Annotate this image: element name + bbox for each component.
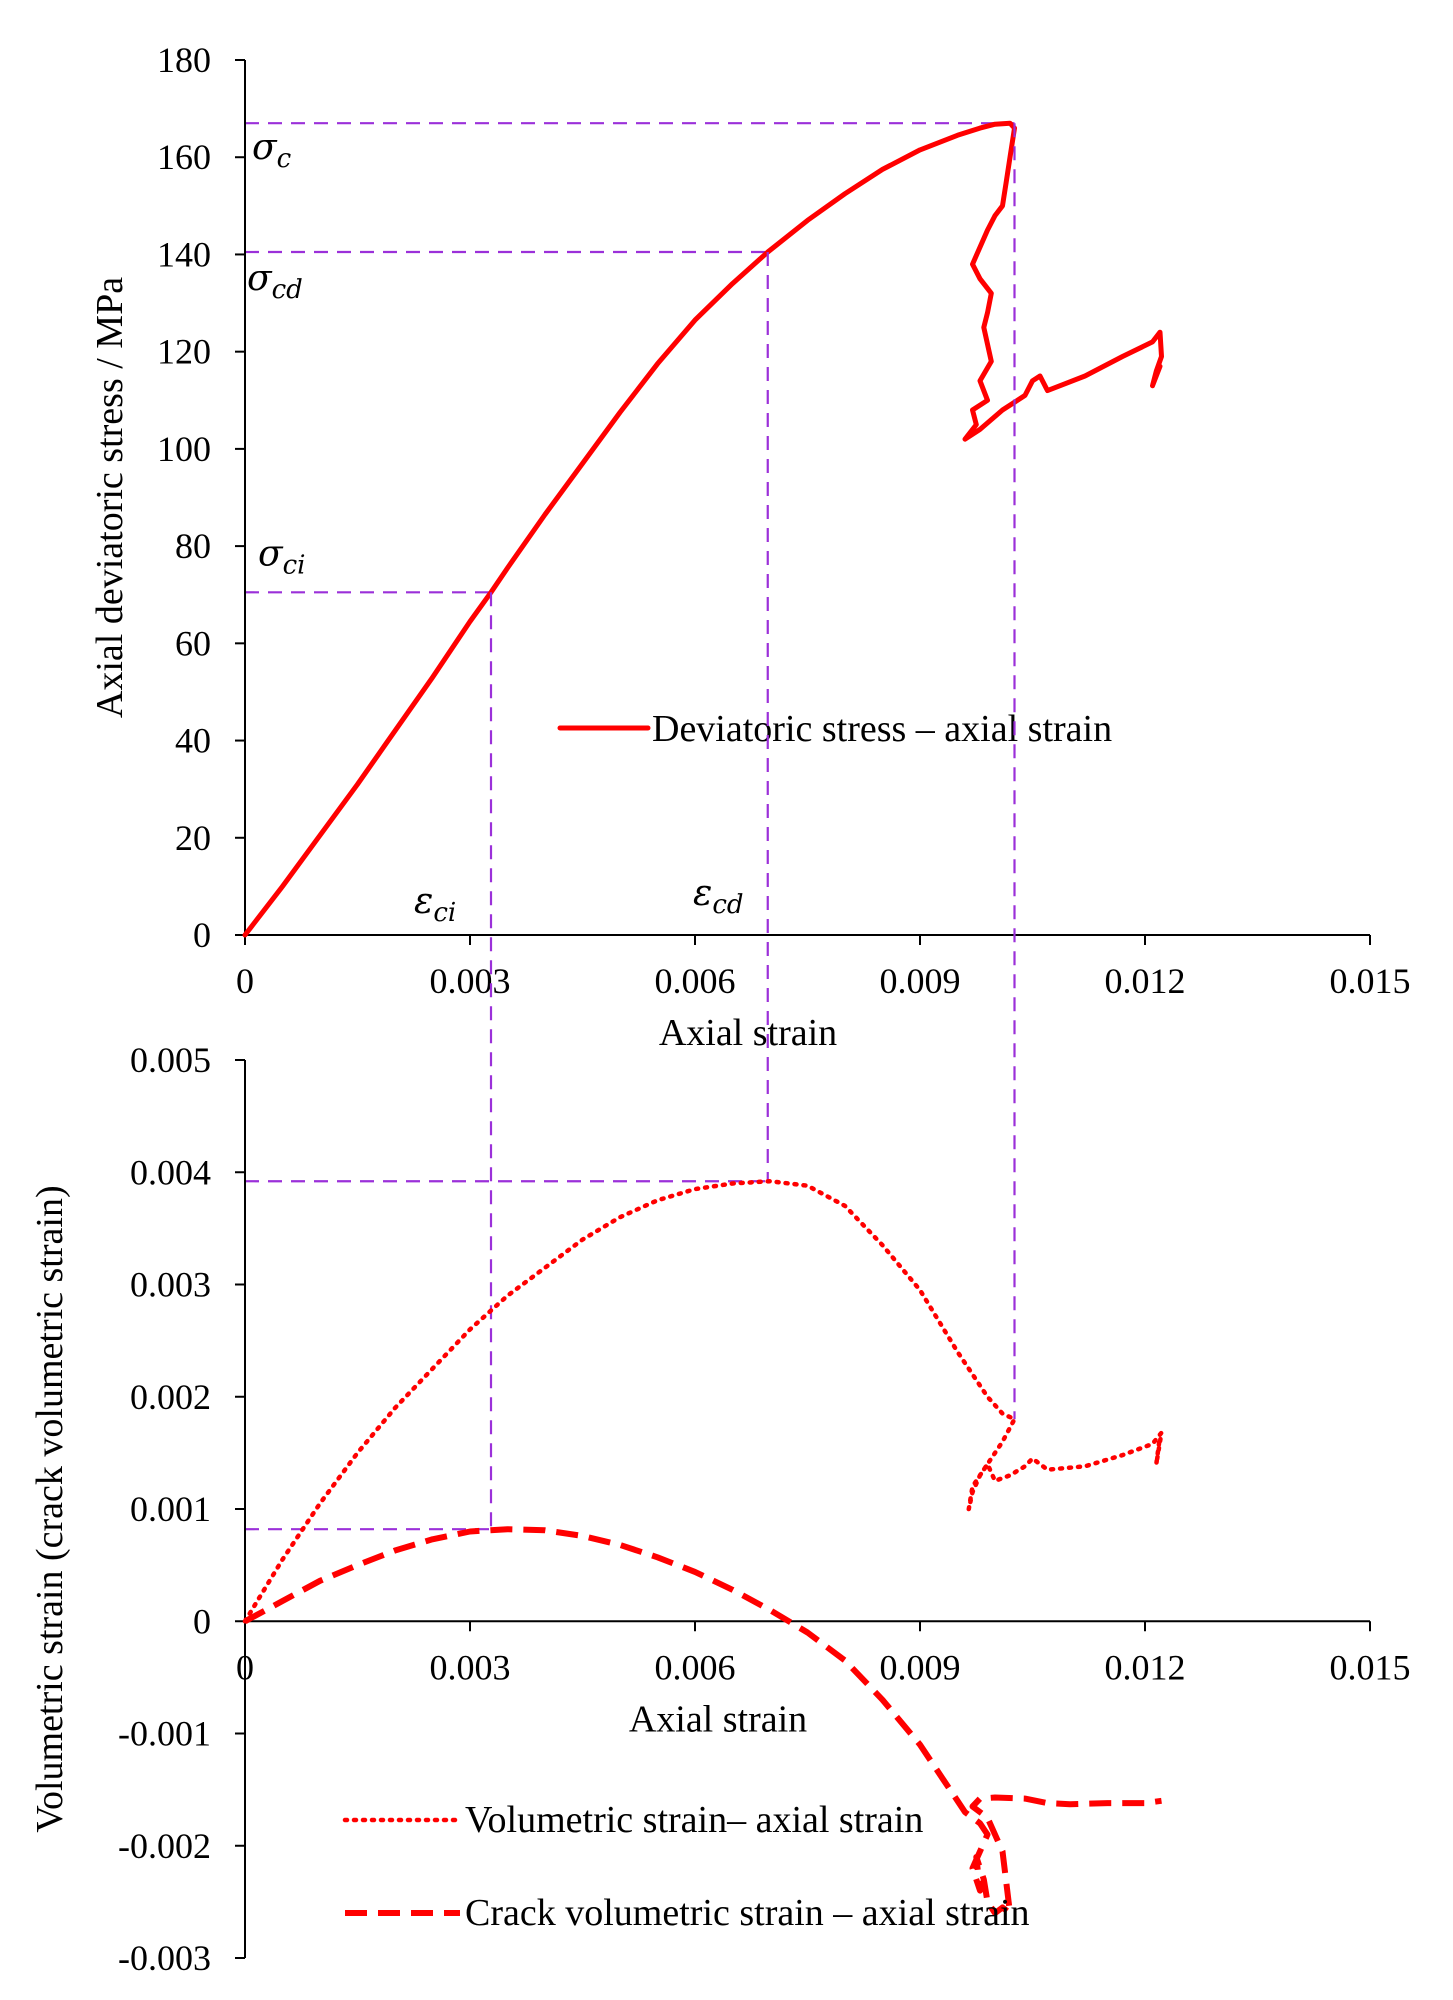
legend-label-deviatoric: Deviatoric stress – axial strain	[652, 708, 1112, 750]
annotation-sigma-c: σc	[252, 127, 292, 174]
stress-x-tick-label: 0.003	[430, 961, 511, 1001]
annotation-sigma-cd: σcd	[247, 258, 303, 305]
volumetric-y-tick-label: -0.001	[118, 1714, 211, 1754]
annotation-epsilon-cd-base: ε	[693, 873, 712, 914]
volumetric-y-ticks: -0.003 -0.002 -0.001 0 0.001 0.002 0.003 0.004 0…	[118, 1040, 245, 1978]
volumetric-x-tick-label: 0	[236, 1647, 254, 1687]
volumetric-y-tick-label: -0.002	[118, 1826, 211, 1866]
stress-chart: 0 20 40 60 80 100 120 140 160 180 0 0.003 0.006 0.00…	[89, 40, 1411, 1054]
stress-y-tick-label: 20	[175, 818, 211, 858]
annotation-epsilon-ci-sub: ci	[433, 898, 456, 928]
stress-y-tick-label: 100	[157, 429, 211, 469]
volumetric-series	[242, 1178, 1164, 1917]
stress-x-axis-label: Axial strain	[659, 1012, 837, 1054]
stress-x-ticks: 0 0.003 0.006 0.009 0.012 0.015	[236, 935, 1411, 1001]
connector-guides	[489, 123, 1016, 1530]
annotation-epsilon-cd-sub: cd	[712, 890, 743, 920]
volumetric-y-tick-label: 0.004	[130, 1152, 211, 1192]
stress-series	[242, 120, 1164, 938]
stress-y-tick-label: 180	[157, 40, 211, 80]
annotation-sigma-ci-base: σ	[258, 533, 284, 574]
stress-y-tick-label: 0	[193, 915, 211, 955]
stress-y-axis-label: Axial deviatoric stress / MPa	[89, 277, 131, 718]
stress-y-tick-label: 120	[157, 332, 211, 372]
stress-x-tick-label: 0.009	[880, 961, 961, 1001]
stress-y-tick-label: 160	[157, 137, 211, 177]
volumetric-y-tick-label: -0.003	[118, 1938, 211, 1978]
stress-y-tick-label: 80	[175, 526, 211, 566]
legend-label-crack: Crack volumetric strain – axial strain	[465, 1892, 1030, 1934]
crack-volumetric-series-line	[243, 1526, 1162, 1917]
volumetric-x-tick-label: 0.006	[655, 1647, 736, 1687]
volumetric-y-tick-label: 0.005	[130, 1040, 211, 1080]
annotation-sigma-cd-sub: cd	[272, 275, 303, 305]
volumetric-x-axis-label: Axial strain	[629, 1698, 807, 1740]
annotation-sigma-c-sub: c	[277, 144, 292, 174]
annotation-epsilon-ci: εci	[414, 881, 456, 928]
annotation-sigma-ci: σci	[258, 533, 305, 580]
volumetric-x-ticks: 0 0.003 0.006 0.009 0.012 0.015	[236, 1621, 1411, 1687]
volumetric-chart: -0.003 -0.002 -0.001 0 0.001 0.002 0.003 0.004 0…	[29, 1040, 1411, 1978]
volumetric-x-tick-label: 0.015	[1330, 1647, 1411, 1687]
volumetric-y-tick-label: 0.002	[130, 1377, 211, 1417]
volumetric-x-tick-label: 0.003	[430, 1647, 511, 1687]
stress-x-tick-label: 0.012	[1105, 961, 1186, 1001]
stress-y-tick-label: 140	[157, 234, 211, 274]
stress-series-line	[242, 120, 1164, 938]
annotation-epsilon-cd: εcd	[693, 873, 744, 920]
volumetric-series-line	[242, 1178, 1164, 1624]
stress-y-tick-label: 40	[175, 721, 211, 761]
annotation-sigma-ci-sub: ci	[283, 550, 306, 580]
stress-y-tick-label: 60	[175, 623, 211, 663]
stress-legend: Deviatoric stress – axial strain	[557, 708, 1112, 750]
volumetric-y-tick-label: 0.003	[130, 1265, 211, 1305]
volumetric-y-axis-label: Volumetric strain (crack volumetric stra…	[29, 1185, 71, 1832]
volumetric-x-tick-label: 0.009	[880, 1647, 961, 1687]
annotation-sigma-c-base: σ	[252, 127, 278, 168]
stress-guides	[245, 122, 1015, 594]
stress-x-tick-label: 0.015	[1330, 961, 1411, 1001]
stress-y-ticks: 0 20 40 60 80 100 120 140 160 180	[157, 40, 245, 955]
stress-x-tick-label: 0	[236, 961, 254, 1001]
volumetric-legend: Volumetric strain– axial strain Crack vo…	[342, 1799, 1030, 1934]
volumetric-x-tick-label: 0.012	[1105, 1647, 1186, 1687]
volumetric-y-tick-label: 0.001	[130, 1489, 211, 1529]
legend-label-volumetric: Volumetric strain– axial strain	[465, 1799, 923, 1841]
annotation-sigma-cd-base: σ	[247, 258, 273, 299]
annotation-epsilon-ci-base: ε	[414, 881, 433, 922]
stress-x-tick-label: 0.006	[655, 961, 736, 1001]
volumetric-guides	[245, 1180, 768, 1531]
volumetric-y-tick-label: 0	[193, 1601, 211, 1641]
